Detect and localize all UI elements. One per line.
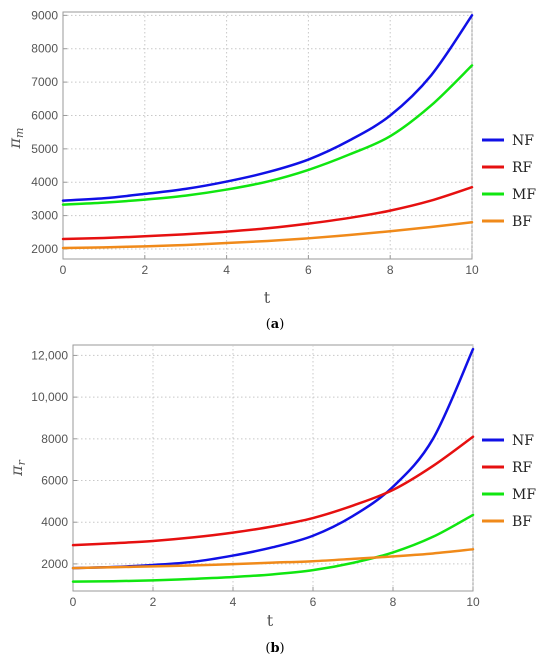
- y-tick-label: 5000: [31, 142, 58, 156]
- y-tick-label: 6000: [31, 108, 58, 122]
- panel-a: 2000 3000 4000 5000 6000 7000 8000 9000 0 2 4 6 8 10…: [5, 8, 536, 332]
- y-tick-label: 3000: [31, 209, 58, 223]
- y-tick-label: 10,000: [31, 390, 68, 404]
- x-tick-label: 0: [70, 595, 77, 609]
- series-line-mf: [71, 513, 475, 583]
- series-lines-a: [61, 14, 474, 250]
- caption-a: (a): [266, 317, 285, 332]
- y-tick-label: 8000: [41, 432, 68, 446]
- series-lines-b: [71, 347, 475, 583]
- y-tick-label: 6000: [41, 474, 68, 488]
- series-line-rf: [61, 185, 474, 241]
- caption-b: (b): [265, 641, 284, 656]
- grid-a: [63, 12, 473, 259]
- series-line-rf: [71, 435, 475, 547]
- x-tick-label: 8: [390, 595, 397, 609]
- y-ticks-b: 2000 4000 6000 8000 10,000 12,000: [31, 348, 77, 571]
- series-line-bf: [61, 221, 474, 250]
- x-tick-label: 0: [60, 263, 67, 277]
- y-tick-label: 2000: [31, 242, 58, 256]
- legend-label-mf: MF: [512, 187, 536, 203]
- y-tick-label: 9000: [31, 8, 58, 22]
- legend-a: NF RF MF BF: [482, 133, 536, 230]
- series-line-nf: [61, 14, 474, 202]
- x-ticks-a: 0 2 4 6 8 10: [60, 255, 479, 277]
- series-line-bf: [71, 548, 475, 570]
- y-ticks-a: 2000 3000 4000 5000 6000 7000 8000 9000: [31, 8, 67, 256]
- y-axis-label-sub-a: m: [13, 128, 26, 138]
- x-tick-label: 4: [223, 263, 230, 277]
- plot-frame-a: [62, 11, 473, 260]
- legend-label-rf: RF: [512, 160, 533, 176]
- x-tick-label: 8: [387, 263, 394, 277]
- y-tick-label: 7000: [31, 75, 58, 89]
- x-ticks-b: 0 2 4 6 8 10: [70, 587, 480, 609]
- y-tick-label: 12,000: [31, 348, 68, 362]
- series-line-nf: [71, 347, 475, 570]
- y-tick-label: 4000: [41, 515, 68, 529]
- legend-label-rf: RF: [512, 460, 533, 476]
- y-axis-label-b: πr: [7, 459, 28, 477]
- x-axis-label-a: t: [264, 288, 271, 307]
- y-tick-label: 2000: [41, 557, 68, 571]
- series-line-mf: [61, 64, 474, 206]
- x-tick-label: 6: [310, 595, 317, 609]
- legend-label-nf: NF: [512, 433, 534, 449]
- legend-label-bf: BF: [512, 514, 532, 530]
- y-tick-label: 4000: [31, 175, 58, 189]
- x-tick-label: 10: [466, 595, 480, 609]
- y-axis-label-a: πm: [5, 128, 26, 150]
- x-axis-label-b: t: [267, 611, 274, 630]
- x-tick-label: 2: [150, 595, 157, 609]
- x-tick-label: 10: [465, 263, 479, 277]
- x-tick-label: 4: [230, 595, 237, 609]
- y-tick-label: 8000: [31, 42, 58, 56]
- legend-label-bf: BF: [512, 214, 532, 230]
- plot-frame-b: [72, 344, 474, 592]
- x-tick-label: 6: [305, 263, 312, 277]
- legend-b: NF RF MF BF: [482, 433, 536, 530]
- y-axis-label-sub-b: r: [15, 459, 28, 465]
- x-tick-label: 2: [141, 263, 148, 277]
- legend-label-mf: MF: [512, 487, 536, 503]
- legend-label-nf: NF: [512, 133, 534, 149]
